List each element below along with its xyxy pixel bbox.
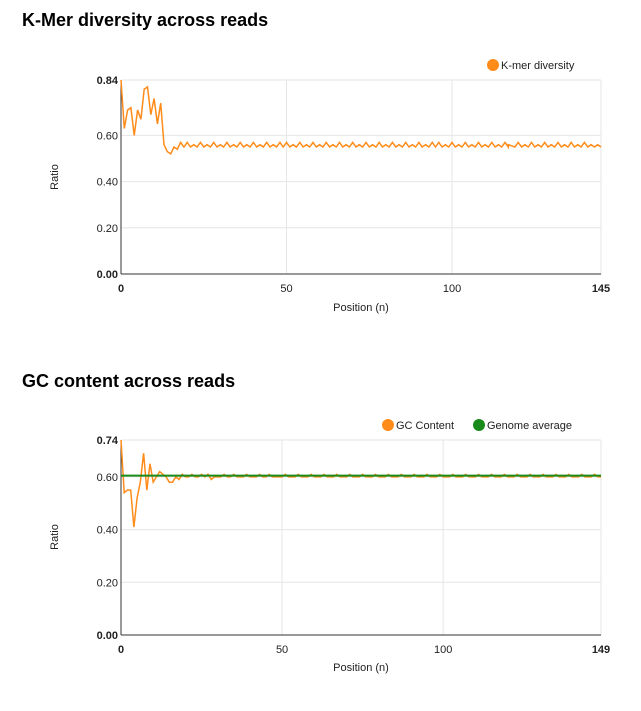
- y-axis-label: Ratio: [49, 524, 61, 550]
- chart-title: K-Mer diversity across reads: [22, 10, 269, 30]
- legend-label: GC Content: [396, 420, 454, 432]
- y-tick-label: 0.74: [97, 435, 119, 447]
- series-line-k-mer-diversity: [120, 79, 602, 156]
- x-tick-label: 0: [118, 644, 124, 656]
- legend-marker: [382, 419, 394, 431]
- y-tick-label: 0.40: [97, 177, 118, 189]
- x-axis-label: Position (n): [333, 302, 389, 314]
- x-tick-label: 145: [592, 283, 610, 295]
- series-line-gc-content: [120, 439, 601, 528]
- chart-title: GC content across reads: [22, 371, 236, 391]
- y-tick-label: 0.60: [97, 472, 118, 484]
- legend-label: K-mer diversity: [501, 60, 575, 72]
- x-axis-label: Position (n): [333, 662, 389, 674]
- y-tick-label: 0.00: [97, 630, 118, 642]
- x-tick-label: 100: [434, 644, 452, 656]
- gc-content-chart: 0.74 0.60 0.40 0.20 0.000 50 100 149 Position (n…: [49, 419, 610, 674]
- x-tick-label: 50: [276, 644, 288, 656]
- x-tick-label: 100: [443, 283, 461, 295]
- y-tick-label: 0.20: [97, 577, 118, 589]
- legend-label: Genome average: [487, 420, 572, 432]
- y-tick-label: 0.40: [97, 525, 118, 537]
- x-tick-label: 50: [280, 283, 292, 295]
- y-tick-label: 0.60: [97, 130, 118, 142]
- kmer-diversity-chart: 0.84 0.60 0.40 0.20 0.000 50 100 145 Position (n…: [49, 59, 610, 314]
- y-tick-label: 0.20: [97, 223, 118, 235]
- y-tick-label: 0.00: [97, 269, 118, 281]
- legend-marker: [487, 59, 499, 71]
- legend-marker: [473, 419, 485, 431]
- y-tick-label: 0.84: [97, 75, 119, 87]
- x-tick-label: 0: [118, 283, 124, 295]
- x-tick-label: 149: [592, 644, 610, 656]
- y-axis-label: Ratio: [49, 164, 61, 190]
